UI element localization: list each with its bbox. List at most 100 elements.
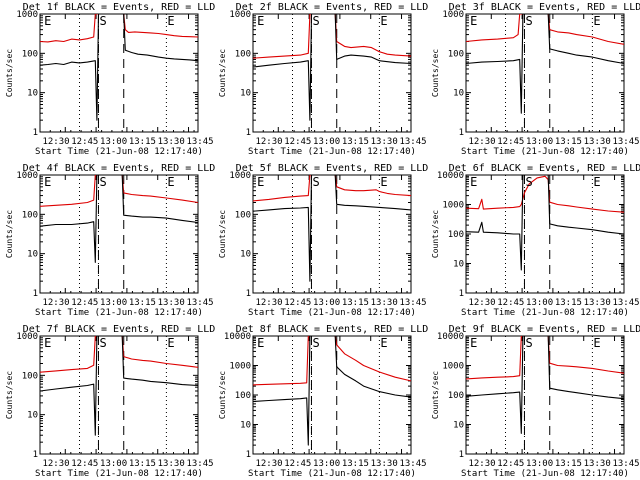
x-tick-label: 12:45 [497, 459, 524, 469]
chart-panel-2: Det 2f BLACK = Events, RED = LLD 1 10 100 10… [218, 2, 428, 157]
y-axis-label: Counts/sec [218, 49, 227, 97]
y-tick-label: 10 [453, 421, 464, 431]
chart-panel-1: Det 1f BLACK = Events, RED = LLD 1 10 100 10… [5, 2, 215, 157]
interval-marker-s: S [312, 14, 319, 28]
x-tick-label: 13:45 [399, 137, 426, 147]
y-tick-label: 10000 [224, 332, 251, 342]
series-line-events [466, 175, 624, 271]
x-tick-label: 13:30 [584, 298, 611, 308]
chart-title: Det 4f BLACK = Events, RED = LLD [23, 163, 216, 174]
x-tick-label: 12:30 [42, 137, 69, 147]
y-tick-label: 100 [448, 230, 464, 240]
chart-panel-7: Det 7f BLACK = Events, RED = LLD 1 10 100 10… [5, 324, 215, 479]
chart-panel-9: Det 9f BLACK = Events, RED = LLD 1 10 100 10… [431, 324, 640, 479]
interval-marker-e: E [44, 14, 51, 28]
x-tick-label: 13:00 [313, 459, 340, 469]
series-line-events [253, 175, 411, 282]
interval-marker-e: E [167, 14, 174, 28]
x-tick-label: 13:45 [399, 298, 426, 308]
y-tick-label: 1000 [16, 10, 38, 20]
y-tick-label: 1000 [442, 201, 464, 211]
y-tick-label: 1000 [229, 10, 251, 20]
interval-marker-e: E [44, 175, 51, 189]
plot-area [40, 14, 198, 121]
y-tick-label: 10 [27, 89, 38, 99]
interval-marker-e: E [44, 336, 51, 350]
x-tick-label: 12:30 [42, 298, 69, 308]
x-tick-label: 13:15 [129, 459, 156, 469]
chart-title: Det 6f BLACK = Events, RED = LLD [449, 163, 640, 174]
y-tick-label: 10 [453, 260, 464, 270]
x-tick-label: 12:45 [284, 459, 311, 469]
plot-area [466, 175, 624, 271]
x-tick-label: 12:45 [71, 137, 98, 147]
interval-marker-e: E [593, 175, 600, 189]
interval-marker-e: E [257, 14, 264, 28]
y-tick-label: 1000 [16, 332, 38, 342]
y-axis-label: Counts/sec [431, 49, 440, 97]
x-tick-label: 12:30 [468, 137, 495, 147]
y-tick-label: 100 [22, 49, 38, 59]
series-line-lld [466, 175, 624, 213]
plot-area [466, 336, 624, 434]
y-tick-label: 1 [246, 450, 251, 460]
y-tick-label: 100 [22, 210, 38, 220]
x-tick-label: 13:30 [371, 459, 398, 469]
series-line-events [466, 14, 624, 114]
interval-marker-s: S [99, 14, 106, 28]
x-axis-label: Start Time (21-Jun-08 12:17:40) [35, 308, 203, 318]
x-tick-label: 12:30 [255, 298, 282, 308]
x-tick-label: 12:30 [255, 459, 282, 469]
interval-marker-s: S [99, 336, 106, 350]
x-tick-label: 13:15 [555, 137, 582, 147]
chart-title: Det 2f BLACK = Events, RED = LLD [236, 2, 429, 13]
plot-frame [465, 335, 625, 455]
y-tick-label: 1000 [16, 171, 38, 181]
x-tick-label: 13:30 [371, 298, 398, 308]
y-axis-label: Counts/sec [431, 371, 440, 419]
x-tick-label: 13:45 [612, 298, 639, 308]
x-tick-label: 13:45 [399, 459, 426, 469]
x-tick-label: 13:30 [158, 459, 185, 469]
x-tick-label: 13:00 [100, 459, 127, 469]
x-tick-label: 13:45 [612, 137, 639, 147]
interval-marker-s: S [312, 336, 319, 350]
x-tick-label: 12:30 [255, 137, 282, 147]
x-tick-label: 12:45 [71, 298, 98, 308]
plot-frame [252, 174, 412, 294]
x-axis-label: Start Time (21-Jun-08 12:17:40) [35, 469, 203, 479]
y-axis-label: Counts/sec [5, 371, 14, 419]
plot-frame [39, 174, 199, 294]
y-tick-label: 1 [459, 128, 464, 138]
y-tick-label: 10 [240, 421, 251, 431]
interval-marker-e: E [257, 175, 264, 189]
x-axis-label: Start Time (21-Jun-08 12:17:40) [248, 308, 416, 318]
x-tick-label: 13:30 [158, 298, 185, 308]
interval-marker-e: E [257, 336, 264, 350]
x-tick-label: 12:30 [468, 459, 495, 469]
plot-area [253, 175, 411, 282]
chart-title: Det 3f BLACK = Events, RED = LLD [449, 2, 640, 13]
plot-area [40, 336, 198, 436]
chart-title: Det 5f BLACK = Events, RED = LLD [236, 163, 429, 174]
series-line-events [40, 14, 198, 121]
interval-marker-e: E [380, 14, 387, 28]
plot-frame [465, 13, 625, 133]
plot-area [253, 336, 411, 446]
x-tick-label: 12:45 [71, 459, 98, 469]
y-tick-label: 1000 [442, 362, 464, 372]
chart-panel-8: Det 8f BLACK = Events, RED = LLD 1 10 100 10… [218, 324, 428, 479]
x-tick-label: 13:15 [342, 137, 369, 147]
x-tick-label: 13:15 [555, 459, 582, 469]
y-tick-label: 1000 [229, 171, 251, 181]
x-tick-label: 12:30 [42, 459, 69, 469]
x-tick-label: 12:45 [284, 298, 311, 308]
interval-marker-e: E [593, 336, 600, 350]
x-tick-label: 13:00 [526, 459, 553, 469]
x-tick-label: 13:15 [129, 137, 156, 147]
y-tick-label: 100 [235, 49, 251, 59]
y-tick-label: 10 [27, 411, 38, 421]
plot-frame [252, 13, 412, 133]
interval-marker-e: E [593, 14, 600, 28]
